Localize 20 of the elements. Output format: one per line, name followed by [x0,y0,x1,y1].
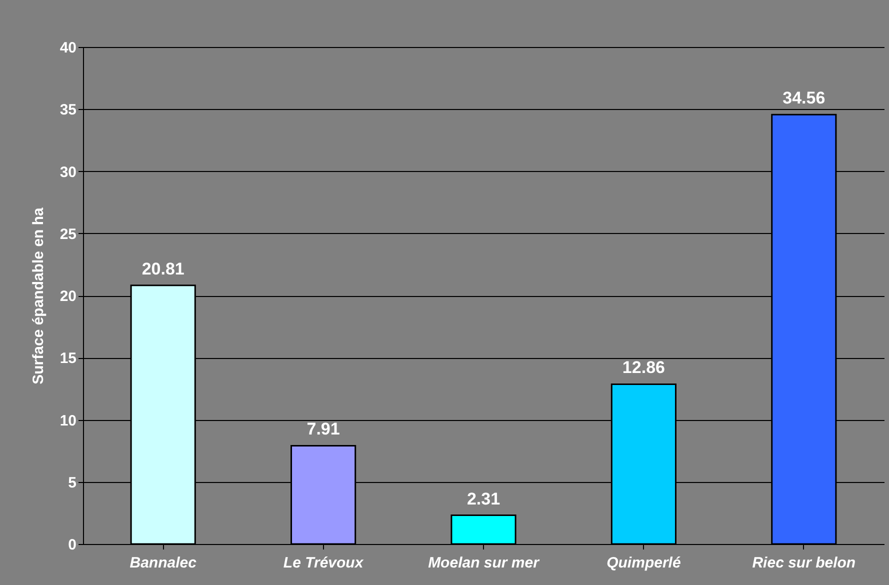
x-tick-label: Quimperlé [606,554,681,572]
x-tick-label: Le Trévoux [283,554,364,572]
x-tick-label: Moelan sur mer [428,554,540,572]
y-tick-label: 10 [60,412,76,430]
data-label: 7.91 [306,420,340,439]
data-label: 12.86 [622,358,665,378]
y-axis-title: Surface épandable en ha [30,206,47,384]
x-tick-label: Riec sur belon [752,554,856,572]
data-label: 34.56 [782,88,826,108]
y-tick-label: 5 [68,474,76,492]
y-tick-label: 25 [60,226,76,243]
data-label: 20.81 [142,259,184,278]
y-tick-label: 40 [60,40,76,56]
y-tick-label: 35 [60,102,76,119]
x-tick-label: Bannalec [130,554,198,572]
y-tick-label: 20 [60,288,76,305]
y-tick-label: 0 [68,536,76,554]
y-tick-label: 15 [60,350,76,368]
data-label: 2.31 [466,489,500,508]
y-tick-label: 30 [60,164,76,181]
